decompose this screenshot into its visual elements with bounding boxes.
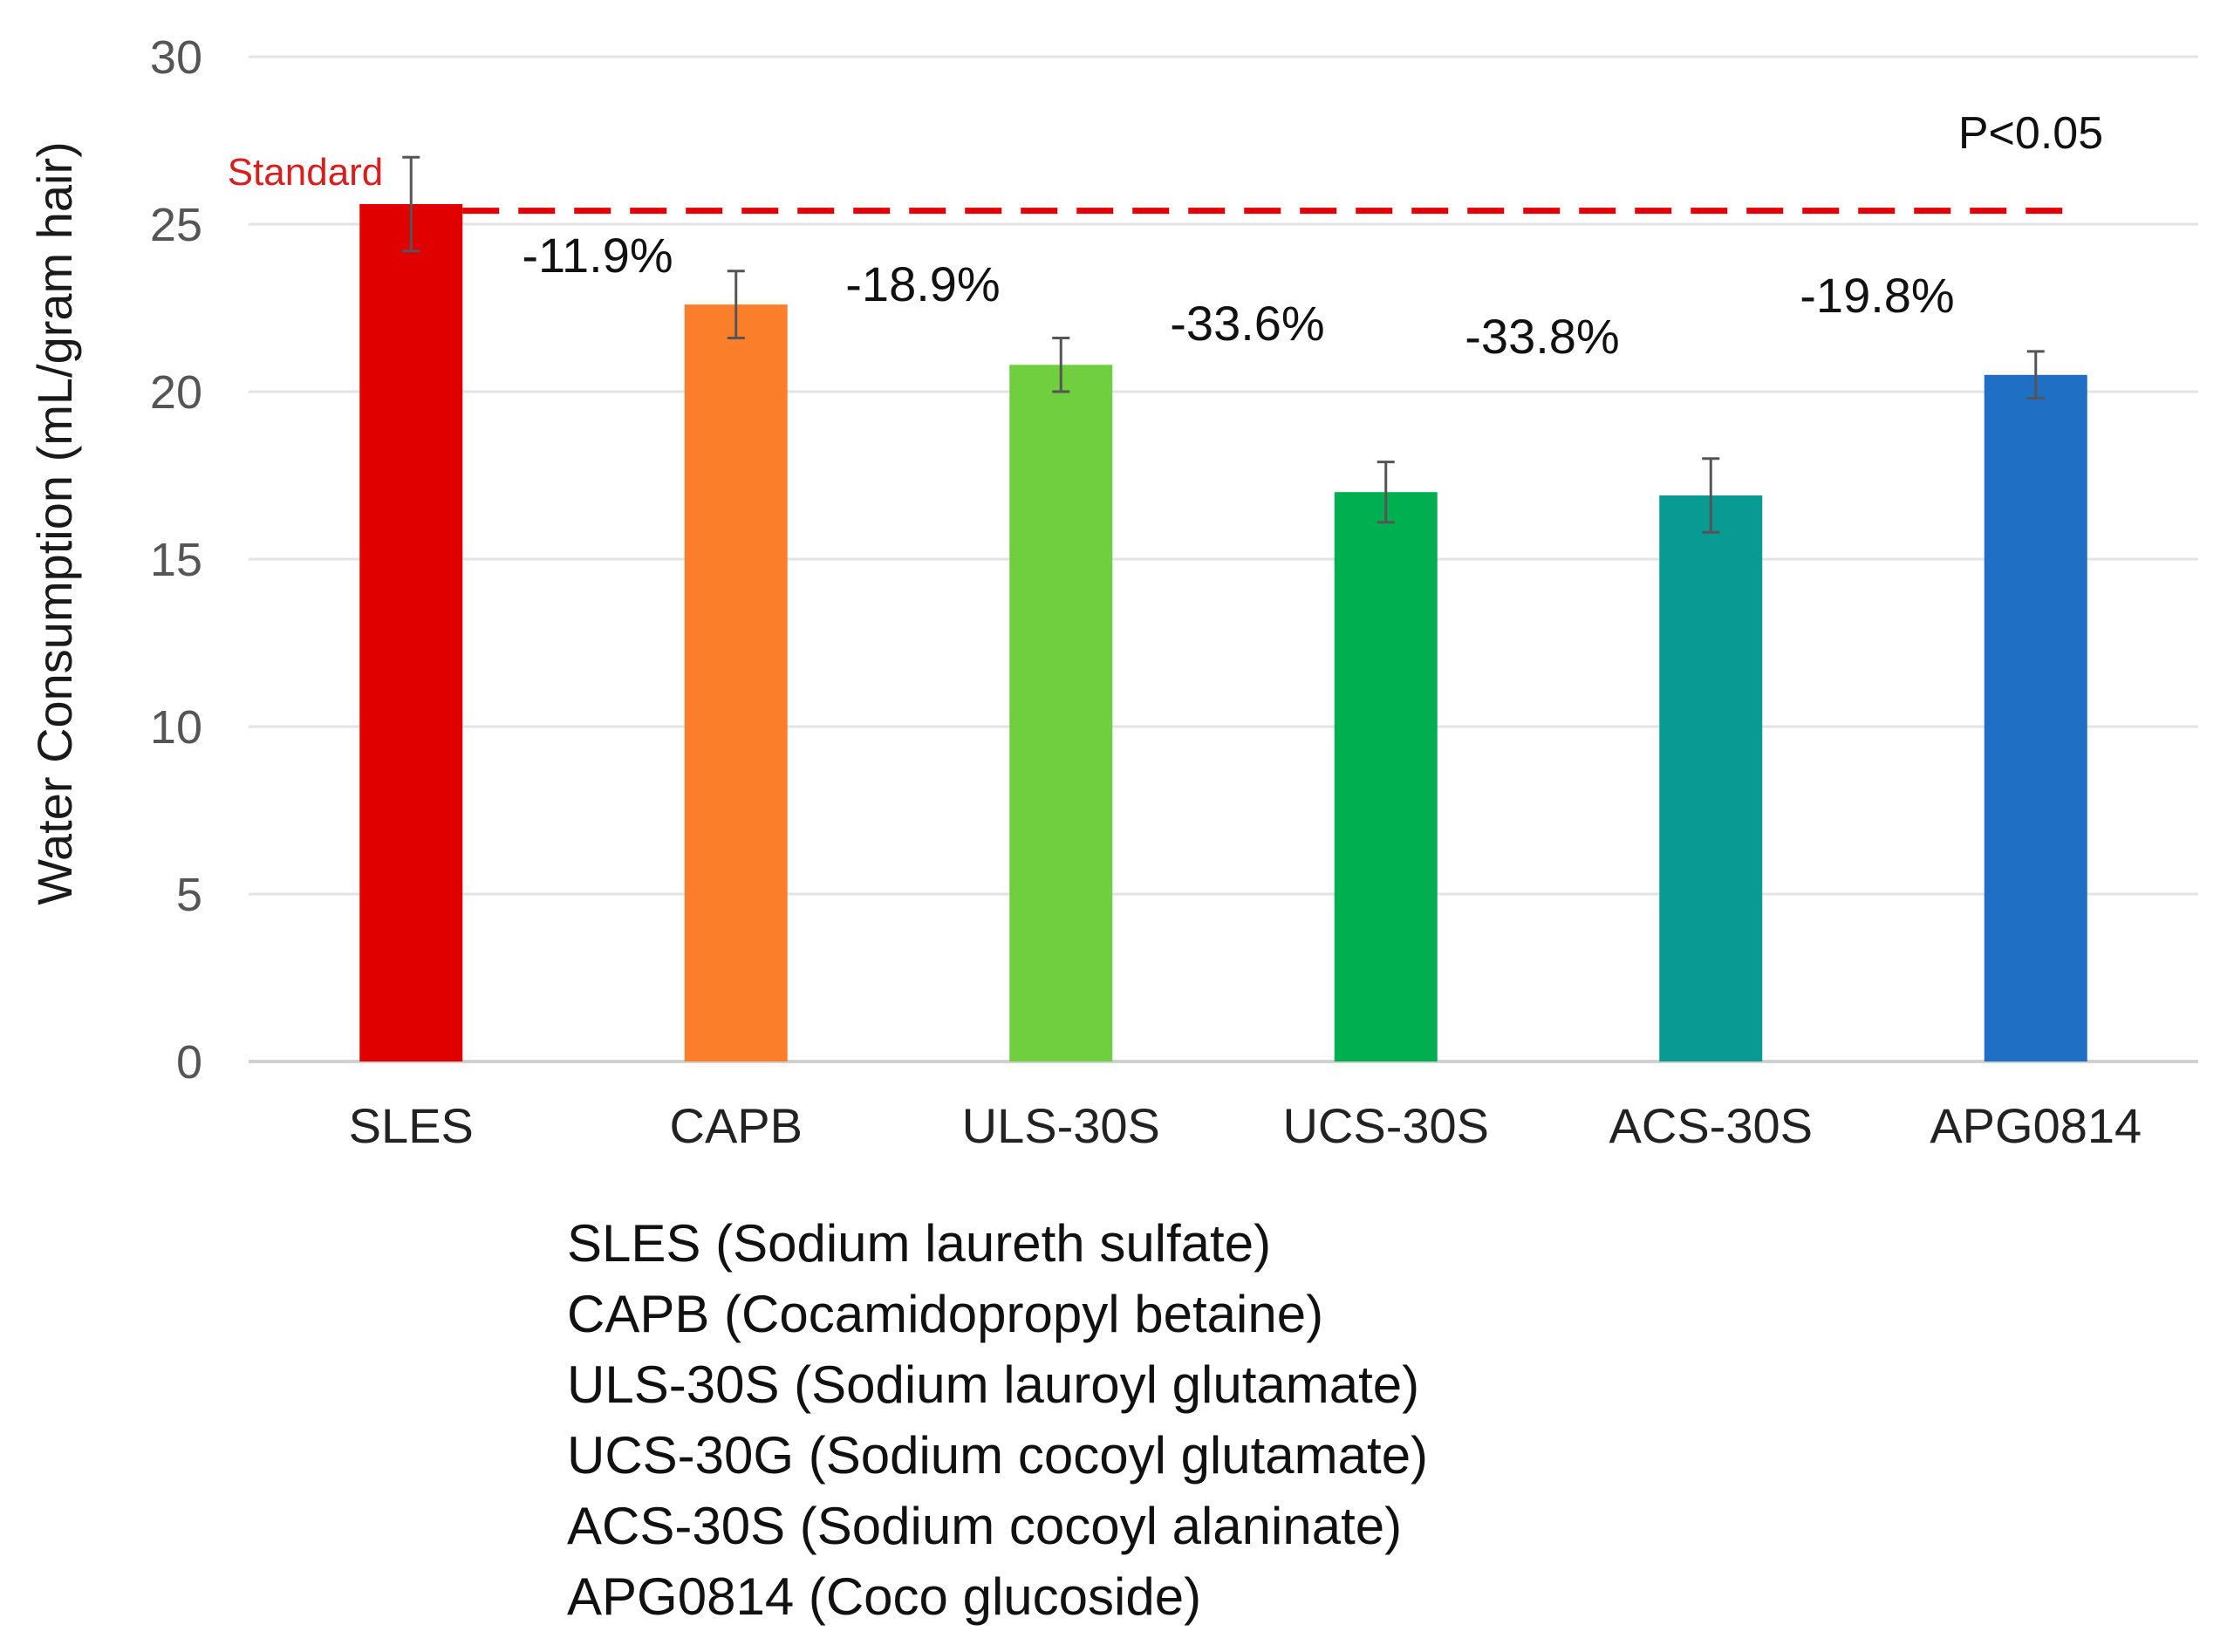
percent-change-label: -33.8% (1465, 309, 1619, 364)
bar-capb (684, 304, 788, 1062)
glossary-item: UCS-30G (Sodium cocoyl glutamate) (567, 1426, 1429, 1485)
percent-change-label: -11.9% (522, 228, 673, 283)
bar-apg0814 (1984, 374, 2087, 1062)
y-axis-label: Water Consumption (mL/gram hair) (27, 141, 82, 905)
bar-acs-30s (1659, 495, 1763, 1062)
glossary-item: SLES (Sodium laureth sulfate) (567, 1214, 1272, 1273)
x-tick-label: UCS-30S (1282, 1098, 1489, 1153)
y-tick-label: 25 (150, 199, 202, 251)
error-bar (1052, 337, 1070, 393)
y-tick-label: 10 (150, 701, 202, 754)
gridlines (249, 55, 2198, 1063)
x-axis-ticks: SLES CAPB ULS-30S UCS-30S ACS-30S APG0814 (349, 1098, 2142, 1153)
glossary-item: CAPB (Cocamidopropyl betaine) (567, 1285, 1324, 1343)
standard-label: Standard (228, 151, 384, 194)
x-tick-label: ACS-30S (1609, 1098, 1813, 1153)
y-tick-label: 0 (176, 1036, 202, 1089)
glossary-item: APG0814 (Coco glucoside) (567, 1567, 1202, 1626)
bar-uls-30s (1009, 365, 1113, 1062)
x-tick-label: APG0814 (1930, 1098, 2142, 1153)
percent-change-label: -19.8% (1800, 268, 1954, 323)
y-axis-ticks: 0 5 10 15 20 25 30 (150, 31, 202, 1089)
significance-label: P<0.05 (1958, 108, 2103, 159)
percent-change-label: -33.6% (1170, 296, 1324, 351)
error-bar (1377, 461, 1395, 524)
glossary-item: ACS-30S (Sodium cocoyl alaninate) (567, 1497, 1403, 1555)
error-bar (402, 155, 420, 253)
y-tick-label: 20 (150, 366, 202, 419)
percent-labels: -11.9% -18.9% -33.6% -33.8% -19.8% (522, 228, 1954, 364)
x-tick-label: CAPB (670, 1098, 803, 1153)
x-tick-label: ULS-30S (962, 1098, 1160, 1153)
abbreviation-glossary: SLES (Sodium laureth sulfate) CAPB (Coca… (567, 1208, 1428, 1632)
x-tick-label: SLES (349, 1098, 474, 1153)
error-bar (1702, 457, 1720, 534)
error-bar (727, 270, 745, 340)
bar-sles (359, 203, 463, 1062)
y-tick-label: 15 (150, 534, 202, 586)
y-tick-label: 30 (150, 31, 202, 84)
y-tick-label: 5 (176, 869, 202, 921)
error-bar (2026, 350, 2045, 400)
reference-line-group: Standard (228, 151, 2080, 215)
bar-ucs-30s (1334, 492, 1438, 1062)
error-bars (402, 155, 2045, 534)
glossary-item: ULS-30S (Sodium lauroyl glutamate) (567, 1355, 1420, 1414)
bars (359, 203, 2087, 1062)
percent-change-label: -18.9% (845, 256, 1000, 311)
